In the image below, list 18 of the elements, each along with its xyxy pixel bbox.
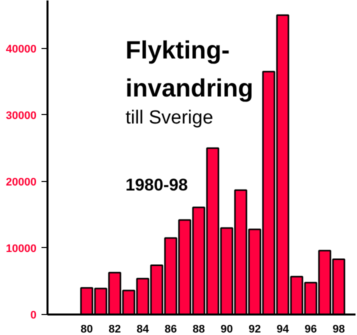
- annotation: 1980-98: [126, 176, 188, 194]
- y-tick-label: 40000: [6, 43, 37, 56]
- x-tick-label: 96: [304, 324, 317, 335]
- x-tick-label: 98: [332, 324, 345, 335]
- x-tick-label: 92: [248, 324, 261, 335]
- y-tick-label: 0: [30, 310, 37, 322]
- x-tick-label: 86: [164, 324, 177, 335]
- x-tick-label: 82: [108, 324, 121, 335]
- x-tick-label: 94: [276, 324, 290, 335]
- x-tick-label: 90: [220, 324, 233, 335]
- x-tick-label: 84: [136, 324, 150, 335]
- y-tick-label: 30000: [6, 110, 37, 122]
- x-tick-label: 88: [192, 324, 205, 335]
- y-tick-label: 10000: [6, 242, 37, 255]
- text: Flykting- invandring: [126, 36, 254, 102]
- y-tick-label: 20000: [6, 176, 37, 188]
- x-tick-label: 80: [80, 324, 93, 335]
- text: till Sverige: [126, 108, 214, 128]
